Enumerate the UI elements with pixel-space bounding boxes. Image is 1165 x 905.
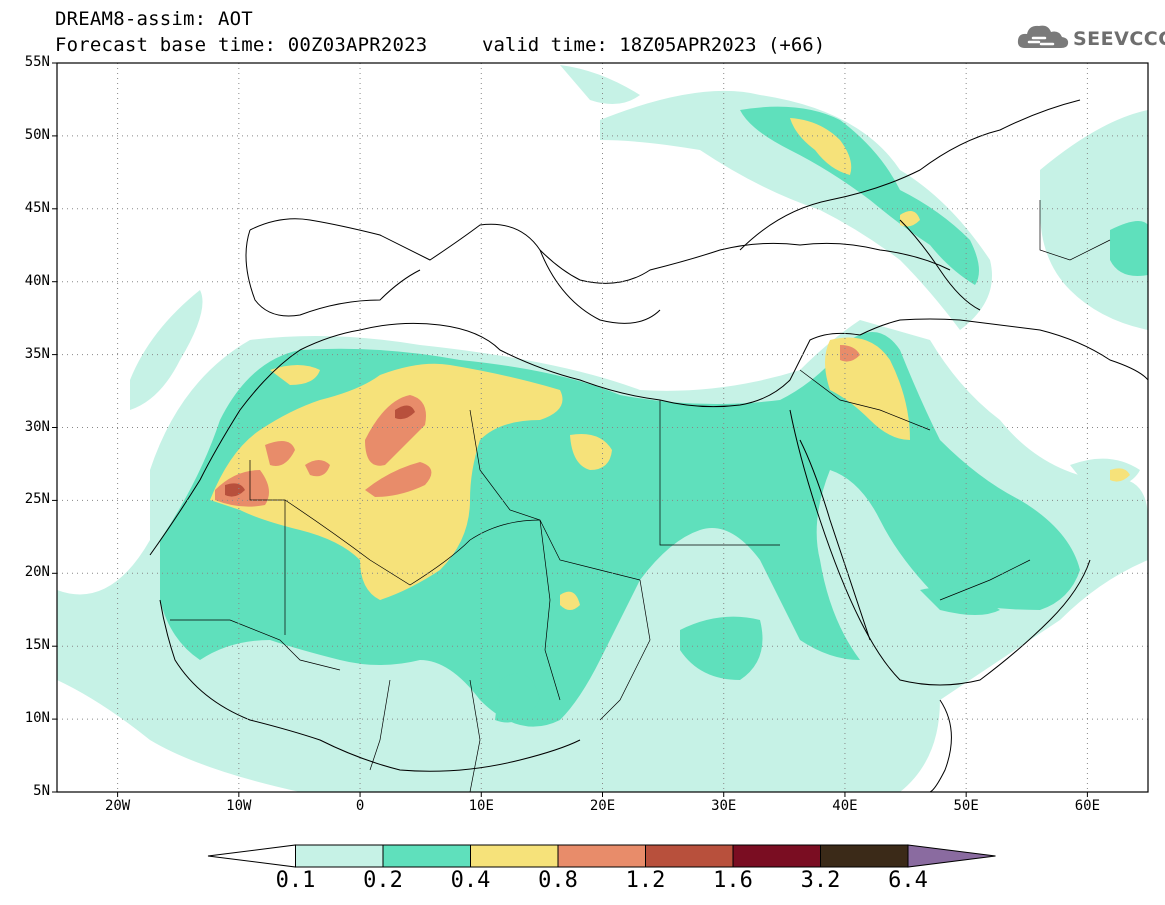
colorbar-segment [732,844,821,868]
aot-level-1.2 [225,405,415,497]
lat-label: 25N [24,491,50,508]
lat-label: 15N [24,637,50,654]
colorbar-label: 3.2 [800,868,841,893]
colorbar-segment [645,844,734,868]
lon-label: 10E [468,798,494,814]
lat-label: 20N [24,564,50,581]
colorbar-segment [295,844,384,868]
colorbar-label: 0.4 [450,868,491,893]
lon-label: 20W [104,798,131,814]
colorbar [207,844,996,868]
colorbar-label: 0.8 [538,868,578,893]
lat-label: 5N [33,783,50,799]
lon-label: 50E [953,798,979,814]
logo-text: SEEVCCC [1073,28,1165,50]
base-time: Forecast base time: 00Z03APR2023 [55,34,428,56]
lon-label: 30E [711,798,737,814]
gridlines [57,63,1148,792]
lon-label: 0 [355,798,365,814]
coastlines [149,99,1148,792]
axis-ticks [52,62,1088,797]
colorbar-segment [382,844,471,868]
colorbar-label: 1.2 [625,868,666,893]
colorbar-segment [470,844,559,868]
lat-label: 55N [24,54,50,70]
colorbar-segment [557,844,646,868]
valid-time: valid time: 18Z05APR2023 (+66) [482,34,826,56]
lat-label: 50N [24,126,50,143]
chart-title: DREAM8-assim: AOT [55,8,253,30]
borders [170,200,1111,792]
colorbar-label: 0.1 [275,868,316,893]
colorbar-segment [820,844,909,868]
colorbar-label: 1.6 [713,868,753,893]
lon-label: 20E [589,798,616,814]
lat-label: 10N [24,710,50,727]
lon-label: 60E [1074,798,1101,814]
colorbar-label: 6.4 [888,868,928,893]
cloud-icon [1017,25,1069,48]
seevccc-logo: SEEVCCC [1015,20,1165,60]
lat-label: 40N [24,272,50,289]
colorbar-high-arrow [907,844,996,868]
lat-label: 45N [24,199,50,216]
lat-label: 30N [24,418,50,435]
lon-label: 10W [226,798,252,814]
colorbar-low-arrow [207,844,296,868]
colorbar-label: 0.2 [363,868,403,893]
lat-label: 35N [24,345,50,362]
lon-label: 40E [832,798,858,814]
